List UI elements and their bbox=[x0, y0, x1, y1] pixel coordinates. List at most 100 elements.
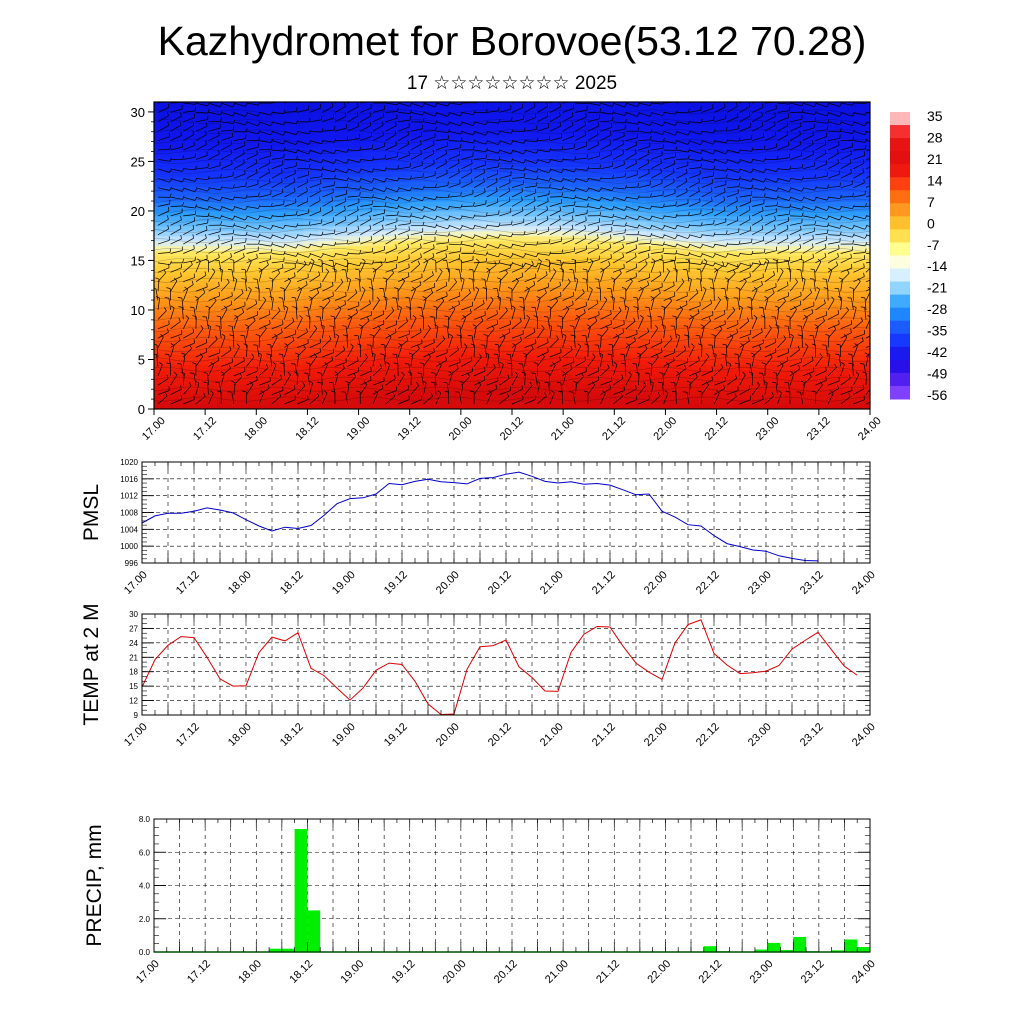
heat-cell bbox=[482, 196, 498, 202]
heat-cell bbox=[736, 226, 752, 232]
heat-cell bbox=[199, 201, 215, 207]
heat-cell bbox=[512, 132, 528, 138]
heat-cell bbox=[527, 236, 543, 242]
heat-cell bbox=[378, 384, 394, 390]
heat-cell bbox=[572, 285, 588, 291]
wind-barb-flag bbox=[839, 245, 840, 249]
heat-cell bbox=[229, 310, 245, 316]
heat-cell bbox=[258, 260, 274, 266]
heat-cell bbox=[378, 340, 394, 346]
heat-cell bbox=[736, 369, 752, 375]
heat-cell bbox=[348, 112, 364, 118]
heat-cell bbox=[602, 355, 618, 361]
heat-cell bbox=[646, 142, 662, 148]
heat-cell bbox=[318, 196, 334, 202]
heat-cell bbox=[602, 201, 618, 207]
wind-barb-flag bbox=[443, 326, 447, 327]
heat-cell bbox=[676, 206, 692, 212]
heat-cell bbox=[273, 355, 289, 361]
heat-cell bbox=[691, 330, 707, 336]
heat-cell bbox=[154, 132, 170, 138]
wind-barb-flag bbox=[671, 326, 675, 327]
heat-cell bbox=[661, 394, 677, 400]
heat-cell bbox=[333, 320, 349, 326]
heat-cell bbox=[467, 132, 483, 138]
heat-cell bbox=[766, 345, 782, 351]
heat-cell bbox=[706, 315, 722, 321]
heat-cell bbox=[423, 364, 439, 370]
heat-cell bbox=[557, 270, 573, 276]
heat-cell bbox=[572, 137, 588, 143]
heat-cell bbox=[646, 270, 662, 276]
heat-cell bbox=[840, 201, 856, 207]
heat-cell bbox=[676, 330, 692, 336]
heat-cell bbox=[184, 355, 200, 361]
heat-cell bbox=[825, 191, 841, 197]
heat-cell bbox=[437, 300, 453, 306]
wind-barb-flag bbox=[459, 292, 460, 296]
heat-cell bbox=[154, 102, 170, 108]
heat-cell bbox=[602, 295, 618, 301]
heat-cell bbox=[199, 102, 215, 108]
heat-cell bbox=[244, 112, 260, 118]
heat-cell bbox=[542, 201, 558, 207]
heat-cell bbox=[423, 330, 439, 336]
heat-cell bbox=[572, 216, 588, 222]
heat-cell bbox=[378, 161, 394, 167]
heat-cell bbox=[766, 226, 782, 232]
heat-cell bbox=[482, 399, 498, 405]
heat-cell bbox=[810, 147, 826, 153]
heat-cell bbox=[348, 147, 364, 153]
wind-barb-flag bbox=[721, 354, 725, 355]
heat-cell bbox=[825, 394, 841, 400]
heat-cell bbox=[587, 201, 603, 207]
heat-cell bbox=[199, 310, 215, 316]
heat-cell bbox=[840, 142, 856, 148]
heat-cell bbox=[363, 295, 379, 301]
heat-cell bbox=[557, 161, 573, 167]
heat-cell bbox=[706, 340, 722, 346]
heat-cell bbox=[631, 300, 647, 306]
wind-barb-flag bbox=[620, 354, 624, 355]
heat-cell bbox=[810, 389, 826, 395]
heat-cell bbox=[825, 399, 841, 405]
heat-cell bbox=[721, 171, 737, 177]
heat-cell bbox=[825, 260, 841, 266]
heat-cell bbox=[423, 191, 439, 197]
wind-barb-flag bbox=[582, 335, 586, 336]
heat-cell bbox=[348, 226, 364, 232]
heat-cell bbox=[393, 300, 409, 306]
wind-barb-flag bbox=[284, 257, 285, 261]
heat-cell bbox=[363, 355, 379, 361]
heat-cell bbox=[736, 379, 752, 385]
heat-cell bbox=[184, 102, 200, 108]
heat-cell bbox=[229, 340, 245, 346]
heat-cell bbox=[602, 399, 618, 405]
heat-cell bbox=[214, 132, 230, 138]
heat-cell bbox=[393, 394, 409, 400]
heat-cell bbox=[423, 132, 439, 138]
heat-cell bbox=[721, 290, 737, 296]
heat-cell bbox=[318, 270, 334, 276]
heat-cell bbox=[184, 236, 200, 242]
heat-cell bbox=[169, 161, 185, 167]
heat-cell bbox=[781, 122, 797, 128]
heat-cell bbox=[766, 181, 782, 187]
heat-cell bbox=[467, 340, 483, 346]
heat-cell bbox=[572, 191, 588, 197]
heat-cell bbox=[825, 359, 841, 365]
heat-cell bbox=[616, 211, 632, 217]
heat-cell bbox=[646, 265, 662, 271]
heat-cell bbox=[751, 364, 767, 370]
wind-barb-flag bbox=[822, 279, 826, 280]
heat-cell bbox=[393, 191, 409, 197]
heat-cell bbox=[229, 142, 245, 148]
heat-cell bbox=[840, 166, 856, 172]
heat-cell bbox=[482, 305, 498, 311]
heat-cell bbox=[736, 152, 752, 158]
heat-cell bbox=[691, 340, 707, 346]
heat-cell bbox=[602, 191, 618, 197]
heat-cell bbox=[781, 236, 797, 242]
heat-cell bbox=[482, 384, 498, 390]
heat-cell bbox=[214, 191, 230, 197]
